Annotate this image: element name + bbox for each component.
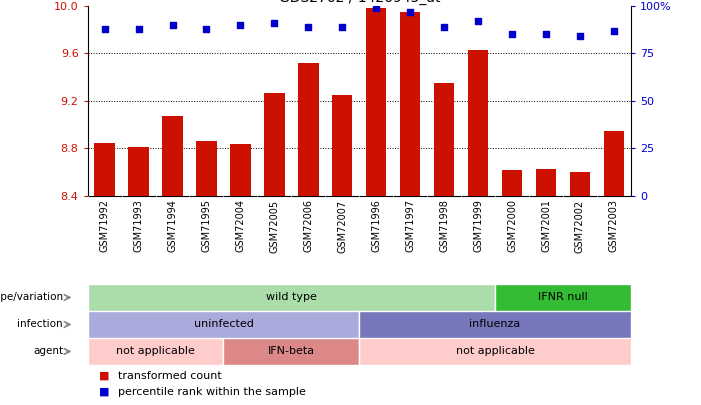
Bar [400, 12, 421, 196]
Text: transformed count: transformed count [118, 371, 222, 381]
Text: GSM71992: GSM71992 [100, 200, 109, 252]
Text: GSM72005: GSM72005 [269, 200, 280, 253]
Bar [359, 311, 631, 338]
Text: ■: ■ [98, 387, 109, 396]
Bar [88, 311, 359, 338]
Point [235, 22, 246, 28]
Text: GSM72000: GSM72000 [507, 200, 517, 252]
Text: genotype/variation: genotype/variation [0, 292, 63, 303]
Text: not applicable: not applicable [456, 346, 535, 356]
Bar [163, 116, 183, 196]
Bar [536, 168, 556, 196]
Text: GSM72002: GSM72002 [575, 200, 585, 253]
Bar [332, 95, 353, 196]
Text: wild type: wild type [266, 292, 317, 303]
Point [133, 26, 144, 32]
Bar [196, 141, 217, 196]
Text: agent: agent [33, 346, 63, 356]
Point [303, 23, 314, 30]
Text: GSM71993: GSM71993 [134, 200, 144, 252]
Text: GSM72006: GSM72006 [304, 200, 313, 252]
Text: infection: infection [18, 320, 63, 330]
Text: GSM71995: GSM71995 [201, 200, 212, 252]
Title: GDS2762 / 1426945_at: GDS2762 / 1426945_at [278, 0, 440, 5]
Text: uninfected: uninfected [193, 320, 253, 330]
Bar [366, 9, 386, 196]
Bar [502, 170, 522, 196]
Text: GSM72004: GSM72004 [236, 200, 245, 252]
Bar [434, 83, 454, 196]
Bar [298, 63, 318, 196]
Point [540, 31, 552, 38]
Bar [224, 338, 359, 365]
Point [336, 23, 348, 30]
Point [268, 20, 280, 26]
Text: ■: ■ [98, 371, 109, 381]
Point [439, 23, 450, 30]
Text: GSM71999: GSM71999 [473, 200, 483, 252]
Text: influenza: influenza [470, 320, 521, 330]
Point [574, 33, 585, 40]
Bar [359, 338, 631, 365]
Bar [88, 338, 224, 365]
Text: GSM72007: GSM72007 [337, 200, 347, 253]
Bar [264, 93, 285, 196]
Point [608, 28, 620, 34]
Bar [570, 172, 590, 196]
Text: GSM71998: GSM71998 [439, 200, 449, 252]
Point [506, 31, 517, 38]
Bar [88, 284, 495, 311]
Point [371, 4, 382, 11]
Text: IFNR null: IFNR null [538, 292, 588, 303]
Text: GSM72001: GSM72001 [541, 200, 551, 252]
Point [404, 9, 416, 15]
Text: IFN-beta: IFN-beta [268, 346, 315, 356]
Point [201, 26, 212, 32]
Text: GSM71997: GSM71997 [405, 200, 415, 252]
Bar [604, 131, 624, 196]
Text: GSM71996: GSM71996 [372, 200, 381, 252]
Text: percentile rank within the sample: percentile rank within the sample [118, 387, 306, 396]
Text: GSM72003: GSM72003 [609, 200, 619, 252]
Point [99, 26, 110, 32]
Bar [230, 144, 251, 196]
Point [472, 18, 484, 24]
Bar [95, 143, 115, 196]
Text: not applicable: not applicable [116, 346, 195, 356]
Bar [495, 284, 631, 311]
Bar [468, 50, 489, 196]
Point [167, 22, 178, 28]
Bar [128, 147, 149, 196]
Text: GSM71994: GSM71994 [168, 200, 177, 252]
